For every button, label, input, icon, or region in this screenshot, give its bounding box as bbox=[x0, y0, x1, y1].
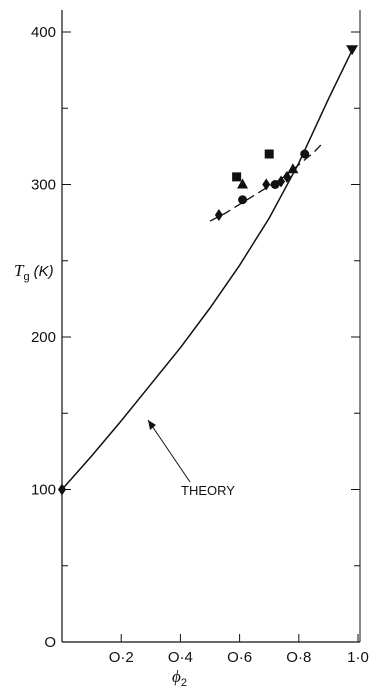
svg-text:Tg(K): Tg (K) bbox=[14, 261, 54, 283]
theory-annotation: THEORY bbox=[147, 419, 235, 498]
annotation-arrowhead bbox=[148, 420, 156, 430]
x-tick-label: O·2 bbox=[109, 649, 134, 666]
annotation-label: THEORY bbox=[181, 483, 235, 498]
theory-curve bbox=[61, 49, 353, 490]
data-point-square bbox=[232, 172, 242, 182]
data-point-triangle bbox=[287, 163, 299, 174]
svg-text:ϕ2: ϕ2 bbox=[172, 667, 187, 687]
data-point-diamond bbox=[214, 209, 223, 221]
y-title-unit: (K) bbox=[34, 263, 54, 280]
data-point-circle bbox=[270, 180, 280, 189]
x-title-symbol: ϕ bbox=[172, 667, 181, 686]
y-tick-label: 200 bbox=[31, 329, 56, 346]
x-axis-title: ϕ2 bbox=[172, 667, 187, 687]
data-point-circle bbox=[300, 149, 310, 159]
annotation-arrow bbox=[147, 419, 191, 483]
y-title-symbol: T bbox=[14, 261, 25, 280]
y-axis-title: Tg (K) bbox=[14, 261, 54, 283]
data-point-diamond bbox=[262, 178, 271, 191]
data-point-square bbox=[264, 149, 274, 159]
y-title-subscript: g bbox=[23, 271, 29, 283]
data-point-circle bbox=[238, 195, 248, 205]
fit-curve bbox=[209, 142, 323, 222]
x-tick-label: O·8 bbox=[286, 649, 311, 666]
x-tick-label: O·4 bbox=[168, 649, 193, 666]
y-tick-label: O bbox=[44, 634, 56, 651]
y-tick-label: 300 bbox=[31, 177, 56, 194]
x-tick-label: O·6 bbox=[227, 649, 252, 666]
data-point-triangle-down bbox=[346, 45, 359, 56]
data-point-triangle bbox=[237, 178, 249, 189]
y-tick-label: 400 bbox=[31, 24, 56, 41]
axes bbox=[61, 10, 361, 643]
data-point-diamond bbox=[282, 170, 291, 183]
points bbox=[58, 45, 359, 496]
data-point-diamond bbox=[58, 483, 66, 496]
ticks: O 100 200 300 400 O·2 O·4 O·6 O·8 1·0 bbox=[31, 24, 369, 666]
y-tick-label: 100 bbox=[31, 482, 56, 499]
curves bbox=[61, 49, 353, 490]
x-title-subscript: 2 bbox=[181, 677, 187, 687]
x-tick-label: 1·0 bbox=[347, 649, 369, 666]
